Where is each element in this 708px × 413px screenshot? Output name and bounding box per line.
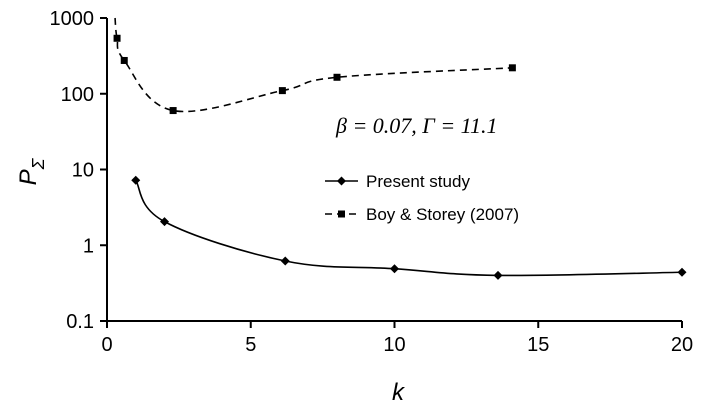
y-tick-label: 1000 xyxy=(50,8,95,30)
legend-label: Present study xyxy=(366,172,470,191)
data-point xyxy=(278,87,286,95)
y-axis-label: PΣ xyxy=(15,157,48,185)
series-layer xyxy=(113,17,687,280)
data-point xyxy=(493,270,503,280)
x-tick-label: 15 xyxy=(527,334,549,356)
svg-text:PΣ: PΣ xyxy=(15,157,48,185)
x-axis-ticks: 0 5 10 15 20 xyxy=(101,321,693,356)
legend-marker xyxy=(338,210,345,218)
series-boy-storey-2007 xyxy=(113,17,516,115)
data-point xyxy=(169,107,177,115)
x-tick-label: 5 xyxy=(245,334,256,356)
y-tick-label: 1 xyxy=(83,235,94,257)
plot-area xyxy=(106,18,682,322)
data-point xyxy=(120,56,128,64)
data-point xyxy=(677,267,687,277)
data-point xyxy=(280,256,290,266)
y-axis-label-main: P xyxy=(15,169,42,185)
data-point xyxy=(131,175,141,185)
data-point xyxy=(390,264,399,274)
parameter-annotation: β = 0.07, Γ = 11.1 xyxy=(335,113,498,138)
y-tick-label: 10 xyxy=(72,160,94,182)
y-axis-ticks: 0.1 1 10 100 1000 xyxy=(50,8,107,333)
y-tick-label: 0.1 xyxy=(66,311,94,333)
legend: Present study Boy & Storey (2007) xyxy=(325,172,519,224)
series-line xyxy=(135,179,683,277)
series-line xyxy=(114,17,513,113)
data-point xyxy=(113,34,121,42)
legend-label: Boy & Storey (2007) xyxy=(366,205,519,224)
data-point xyxy=(508,64,516,72)
y-tick-label: 100 xyxy=(61,84,94,106)
data-point xyxy=(333,73,341,81)
legend-item: Boy & Storey (2007) xyxy=(325,205,519,224)
legend-marker xyxy=(337,176,346,186)
y-axis-label-subscript: Σ xyxy=(28,157,48,170)
data-point xyxy=(160,217,169,227)
x-tick-label: 10 xyxy=(383,334,405,356)
legend-item: Present study xyxy=(325,172,470,191)
x-tick-label: 0 xyxy=(101,334,112,356)
x-tick-label: 20 xyxy=(671,334,693,356)
x-axis-label: k xyxy=(392,379,406,406)
series-present-study xyxy=(131,175,687,280)
